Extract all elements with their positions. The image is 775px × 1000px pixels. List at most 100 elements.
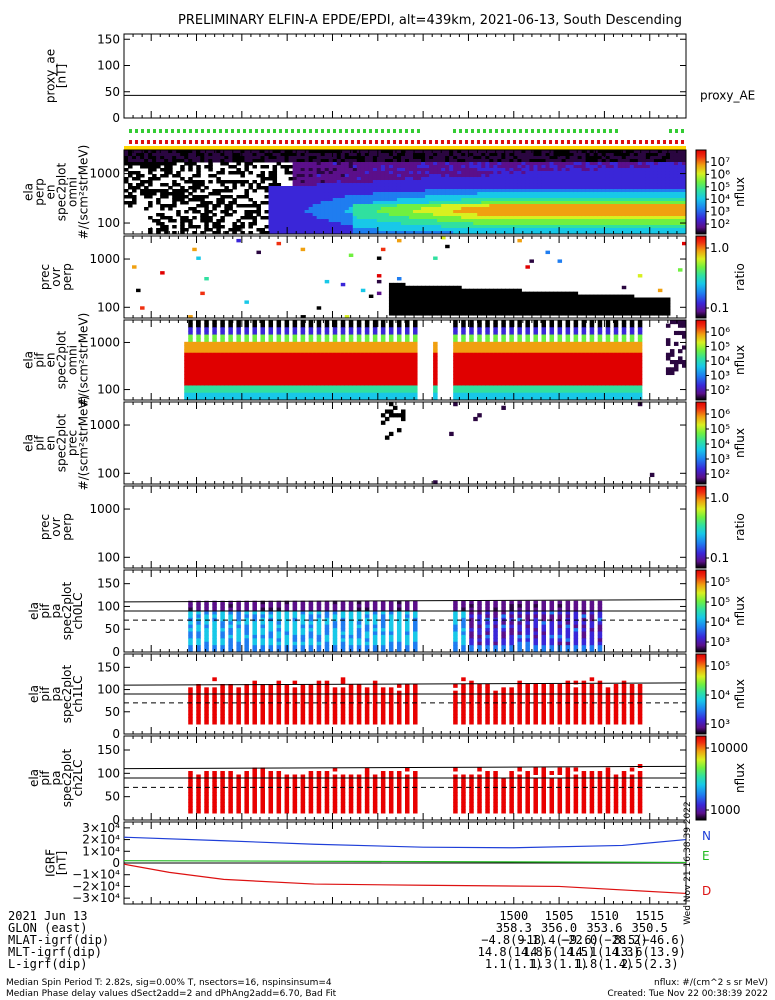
perp-spectra-cell bbox=[340, 153, 346, 157]
perp-spectra-cell bbox=[224, 210, 229, 214]
perp-spectra-cell bbox=[164, 162, 169, 166]
perp-spectra-cell bbox=[437, 231, 442, 235]
flag-green bbox=[291, 129, 294, 133]
perp-spectra-cell bbox=[561, 156, 567, 160]
perp-spectra-cell bbox=[661, 213, 667, 217]
perp-spectra-cell bbox=[232, 150, 237, 154]
perp-spectra-cell bbox=[477, 216, 482, 220]
perp-spectra-cell bbox=[457, 162, 462, 166]
perp-spectra-cell bbox=[485, 177, 490, 181]
perp-spectra-cell bbox=[505, 204, 510, 208]
perp-spectra-cell bbox=[517, 225, 522, 229]
perp-spectra-cell bbox=[601, 198, 607, 202]
perp-spectra-cell bbox=[332, 198, 338, 202]
perp-spectra-cell bbox=[613, 159, 619, 163]
pif-omni-cell bbox=[224, 367, 229, 372]
perp-spectra-cell bbox=[236, 171, 241, 175]
perp-spectra-cell bbox=[549, 189, 555, 193]
perp-spectra-cell bbox=[184, 216, 189, 220]
perp-spectra-cell bbox=[380, 192, 386, 196]
perp-spectra-cell bbox=[204, 186, 209, 190]
perp-spectra-cell bbox=[553, 189, 559, 193]
perp-spectra-cell bbox=[200, 216, 205, 220]
ratio-perp-cell bbox=[525, 309, 530, 313]
perp-spectra-cell bbox=[649, 195, 655, 199]
perp-spectra-cell bbox=[661, 156, 667, 160]
flag-red bbox=[261, 140, 264, 144]
ratio-perp-cell bbox=[388, 312, 394, 316]
ratio-perp-cell bbox=[517, 297, 522, 301]
ratio-perp-cell bbox=[489, 306, 494, 310]
perp-spectra-cell bbox=[681, 168, 687, 172]
perp-spectra-cell bbox=[409, 198, 414, 202]
perp-spectra-cell bbox=[328, 183, 334, 187]
perp-spectra-cell bbox=[192, 156, 197, 160]
ratio-perp-cell bbox=[625, 303, 631, 307]
perp-spectra-cell bbox=[384, 183, 390, 187]
perp-spectra-cell bbox=[252, 222, 257, 226]
perp-spectra-cell bbox=[453, 150, 458, 154]
perp-spectra-cell bbox=[180, 150, 185, 154]
perp-spectra-cell bbox=[296, 159, 302, 163]
perp-spectra-cell bbox=[653, 231, 659, 235]
ratio-perp-cell bbox=[637, 303, 643, 307]
perp-spectra-cell bbox=[344, 168, 350, 172]
ratio-perp-cell bbox=[413, 306, 418, 310]
perp-spectra-cell bbox=[601, 171, 607, 175]
ratio-perp-cell bbox=[585, 312, 591, 316]
flag-green bbox=[549, 129, 552, 133]
perp-spectra-cell bbox=[673, 225, 679, 229]
perp-spectra-cell bbox=[429, 159, 434, 163]
pif-omni-cell bbox=[236, 363, 241, 368]
pif-omni-cell bbox=[228, 320, 233, 325]
perp-spectra-cell bbox=[268, 186, 274, 190]
perp-spectra-cell bbox=[681, 180, 687, 184]
perp-spectra-cell bbox=[585, 216, 591, 220]
ratio-perp-cell bbox=[453, 303, 458, 307]
perp-spectra-cell bbox=[364, 150, 370, 154]
perp-spectra-cell bbox=[497, 219, 502, 223]
perp-spectra-cell bbox=[344, 177, 350, 181]
perp-spectra-cell bbox=[417, 204, 422, 208]
flag-green bbox=[243, 129, 246, 133]
pif-omni-cell bbox=[248, 374, 253, 379]
perp-spectra-cell bbox=[521, 180, 526, 184]
perp-spectra-cell bbox=[356, 177, 362, 181]
perp-spectra-cell bbox=[473, 186, 478, 190]
perp-spectra-cell bbox=[473, 180, 478, 184]
perp-spectra-cell bbox=[252, 201, 257, 205]
perp-spectra-cell bbox=[545, 192, 551, 196]
perp-spectra-cell bbox=[396, 177, 402, 181]
perp-spectra-cell bbox=[477, 153, 482, 157]
pif-omni-cell bbox=[216, 341, 221, 346]
ratio-perp-cell bbox=[525, 300, 530, 304]
perp-spectra-cell bbox=[421, 168, 426, 172]
perp-spectra-cell bbox=[392, 150, 398, 154]
perp-spectra-cell bbox=[308, 153, 314, 157]
perp-spectra-cell bbox=[324, 186, 330, 190]
perp-spectra-cell bbox=[429, 153, 434, 157]
ratio-perp-cell bbox=[457, 288, 462, 293]
perp-spectra-cells bbox=[124, 150, 687, 235]
perp-spectra-cell bbox=[489, 177, 494, 181]
perp-spectra-cell bbox=[332, 168, 338, 172]
perp-spectra-cell bbox=[569, 195, 575, 199]
perp-spectra-cell bbox=[601, 207, 607, 211]
perp-spectra-cell bbox=[457, 198, 462, 202]
perp-spectra-cell bbox=[573, 177, 579, 181]
perp-spectra-cell bbox=[405, 159, 410, 163]
perp-spectra-cell bbox=[176, 213, 181, 217]
ratio-perp-cell bbox=[593, 294, 599, 298]
perp-spectra-cell bbox=[433, 180, 438, 184]
perp-spectra-cell bbox=[653, 150, 659, 154]
flag-green bbox=[333, 129, 336, 133]
perp-spectra-cell bbox=[589, 201, 595, 205]
flag-red bbox=[489, 140, 492, 144]
perp-spectra-cell bbox=[473, 162, 478, 166]
perp-spectra-cell bbox=[248, 204, 253, 208]
perp-spectra-cell bbox=[180, 219, 185, 223]
perp-spectra-cell bbox=[380, 207, 386, 211]
perp-spectra-cell bbox=[545, 186, 551, 190]
perp-spectra-cell bbox=[609, 192, 615, 196]
perp-spectra-cell bbox=[669, 156, 675, 160]
